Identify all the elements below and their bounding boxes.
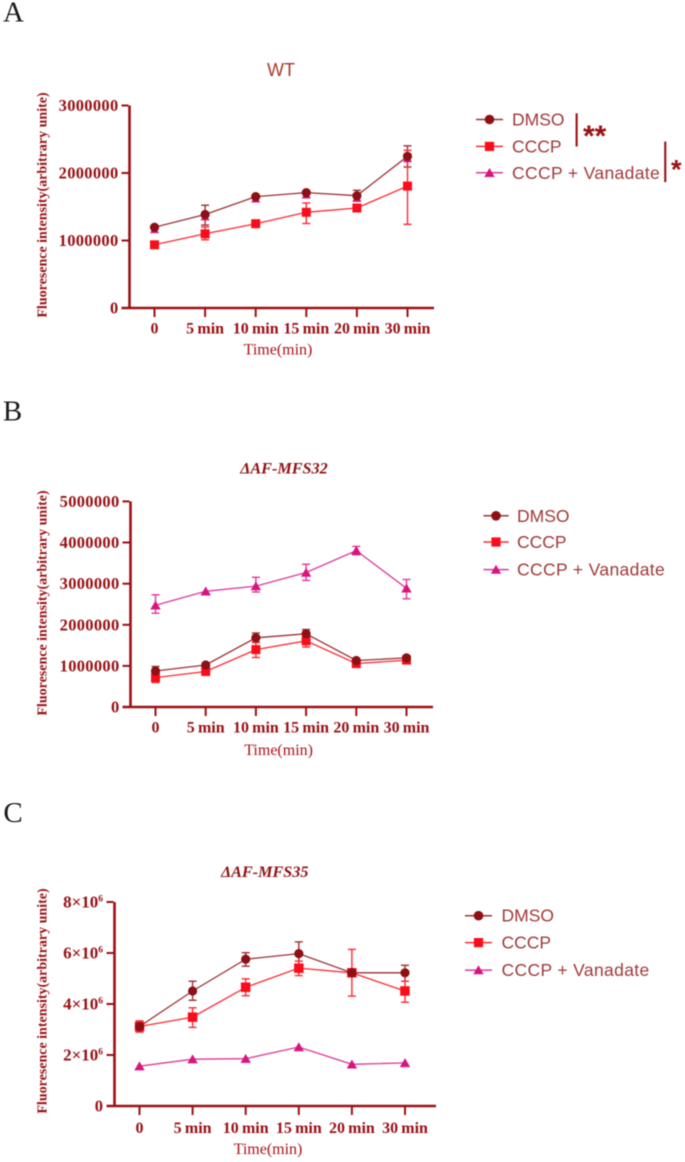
svg-text:20 min: 20 min [333, 720, 379, 737]
svg-text:1000000: 1000000 [60, 656, 120, 675]
svg-text:4×106: 4×106 [63, 995, 103, 1014]
svg-text:ΔAF-MFS35: ΔAF-MFS35 [220, 863, 309, 881]
svg-text:A: A [3, 0, 24, 28]
svg-text:CCCP + Vanadate: CCCP + Vanadate [502, 960, 650, 980]
svg-text:0: 0 [95, 1097, 103, 1116]
svg-text:0: 0 [152, 720, 160, 737]
svg-text:*: * [671, 155, 682, 185]
svg-text:Fluoresence intensity(arbitrar: Fluoresence intensity(arbitrary unite) [36, 888, 51, 1114]
svg-text:30 min: 30 min [385, 321, 431, 338]
svg-text:Fluoresence intensity(arbitrar: Fluoresence intensity(arbitrary unite) [36, 490, 51, 716]
svg-text:5000000: 5000000 [60, 492, 120, 511]
svg-text:DMSO: DMSO [512, 110, 565, 130]
svg-text:5 min: 5 min [186, 321, 224, 338]
svg-text:**: ** [583, 120, 607, 153]
svg-text:15 min: 15 min [283, 720, 329, 737]
svg-text:Time(min): Time(min) [244, 342, 313, 359]
svg-text:ΔAF-MFS32: ΔAF-MFS32 [239, 460, 328, 478]
svg-text:4000000: 4000000 [60, 533, 120, 552]
svg-text:5 min: 5 min [187, 720, 225, 737]
svg-text:C: C [3, 797, 22, 829]
svg-text:30 min: 30 min [384, 720, 430, 737]
svg-text:5 min: 5 min [174, 1120, 212, 1137]
svg-text:CCCP: CCCP [502, 933, 552, 953]
svg-text:2×106: 2×106 [63, 1046, 103, 1065]
svg-text:3000000: 3000000 [59, 96, 119, 115]
svg-text:0: 0 [110, 299, 119, 318]
svg-text:WT: WT [267, 60, 295, 80]
svg-text:Time(min): Time(min) [234, 1141, 303, 1158]
svg-text:DMSO: DMSO [517, 506, 570, 526]
svg-text:CCCP + Vanadate: CCCP + Vanadate [517, 560, 665, 580]
svg-text:CCCP + Vanadate: CCCP + Vanadate [512, 163, 660, 183]
svg-text:3000000: 3000000 [60, 574, 120, 593]
svg-text:0: 0 [151, 321, 159, 338]
svg-text:Time(min): Time(min) [244, 742, 313, 759]
svg-text:0: 0 [111, 698, 120, 717]
svg-text:20 min: 20 min [334, 321, 380, 338]
svg-text:8×106: 8×106 [63, 893, 103, 912]
svg-text:2000000: 2000000 [60, 615, 120, 634]
svg-text:Fluoresence intensity(arbitrar: Fluoresence intensity(arbitrary unite) [36, 92, 51, 318]
svg-text:CCCP: CCCP [512, 136, 562, 156]
svg-text:0: 0 [136, 1120, 144, 1137]
svg-text:30 min: 30 min [382, 1120, 428, 1137]
svg-text:1000000: 1000000 [59, 231, 119, 250]
svg-text:10 min: 10 min [233, 321, 279, 338]
svg-text:20 min: 20 min [329, 1120, 375, 1137]
svg-text:6×106: 6×106 [63, 944, 103, 963]
svg-text:2000000: 2000000 [59, 164, 119, 183]
svg-text:10 min: 10 min [223, 1120, 269, 1137]
svg-text:10 min: 10 min [233, 720, 279, 737]
svg-text:B: B [3, 395, 22, 427]
svg-text:15 min: 15 min [283, 321, 329, 338]
svg-text:CCCP: CCCP [517, 532, 567, 552]
svg-text:15 min: 15 min [276, 1120, 322, 1137]
svg-text:DMSO: DMSO [502, 906, 555, 926]
